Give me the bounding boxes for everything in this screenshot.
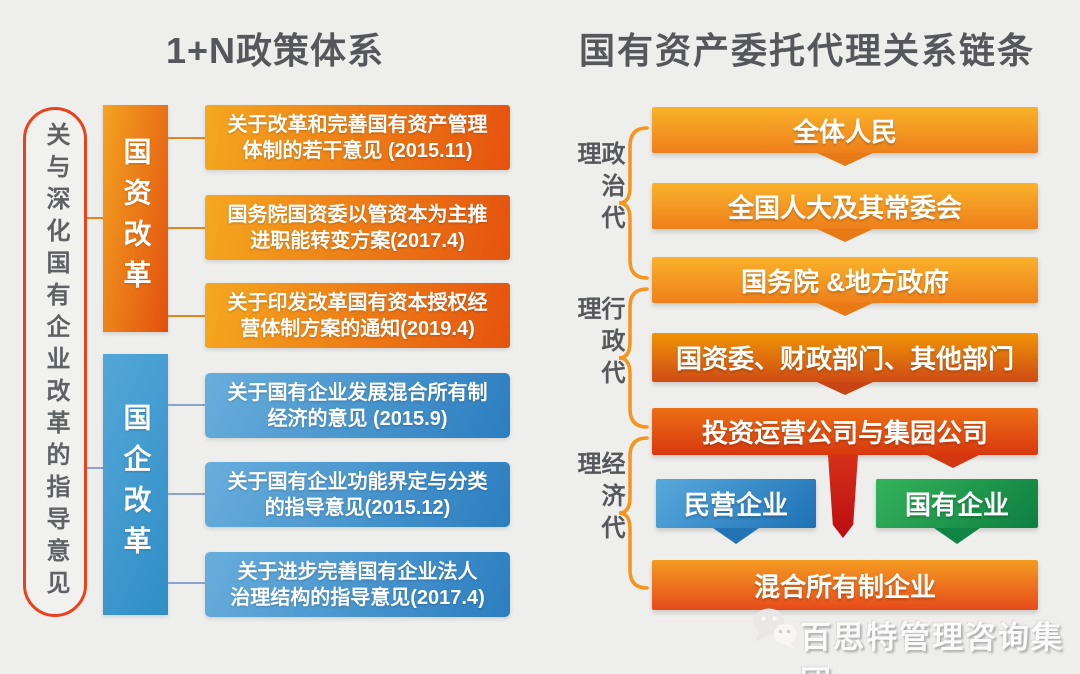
branch-line-blue-3 [168,582,205,584]
chain-box-all-people: 全体人民 [652,107,1038,153]
chain-box-state-council: 国务院 &地方政府 [652,257,1038,303]
label-economic-agency-text: 经济代理 [573,451,624,547]
policy-box-4-line1: 关于国有企业发展混合所有制 [227,381,488,404]
box-private-enterprise: 民营企业 [656,479,816,528]
policy-box-2: 国务院国资委以管资本为主推 进职能转变方案(2017.4) [205,195,510,260]
label-administrative-agency: 行政代理 [573,296,624,420]
policy-box-1-line1: 关于改革和完善国有资产管理 [227,113,488,136]
down-arrow-1 [817,153,873,166]
down-arrow-state [934,528,980,544]
policy-box-1: 关于改革和完善国有资产管理 体制的若干意见 (2015.11) [205,105,510,170]
branch-line-blue-2 [168,493,205,495]
policy-box-5: 关于国有企业功能界定与分类 的指导意见(2015.12) [205,462,510,527]
policy-box-6-line1: 关于进步完善国有企业法人 [237,560,478,583]
chain-box-all-people-text: 全体人民 [792,116,897,147]
policy-box-5-line2: 的指导意见(2015.12) [264,496,451,519]
branch-line-orange-1 [168,137,205,139]
policy-box-5-line1: 关于国有企业功能界定与分类 [227,470,488,493]
chain-box-investment-company-text: 投资运营公司与集园公司 [701,418,988,448]
down-arrow-4 [817,382,873,395]
group-soe-reform-label: 国企改革 [120,402,152,567]
chain-box-investment-company: 投资运营公司与集园公司 [652,408,1038,455]
left-title: 1+N政策体系 [165,30,385,71]
wechat-icon [753,608,797,649]
guiding-opinion-text: 关与深化国有企业改革的指导意见 [42,122,69,602]
chain-box-mixed-ownership-text: 混合所有制企业 [753,571,936,602]
policy-box-4-line2: 经济的意见 (2015.9) [267,407,448,430]
down-arrow-3 [817,303,873,316]
delegation-chain: 全体人民 全国人大及其常委会 国务院 &地方政府 国资委、财政部门、其他部门 投… [652,0,1038,674]
connector-pill-soe-asset [87,217,103,219]
down-arrow-private [713,528,759,544]
chain-box-sasac: 国资委、财政部门、其他部门 [652,333,1038,382]
down-arrow-2 [817,229,873,242]
down-arrow-5 [927,455,979,468]
label-political-agency: 政治代理 [573,141,624,265]
chain-box-npc: 全国人大及其常委会 [652,183,1038,229]
label-economic-agency: 经济代理 [573,451,624,575]
policy-box-2-line1: 国务院国资委以管资本为主推 [227,203,488,226]
policy-box-2-line2: 进职能转变方案(2017.4) [250,229,465,252]
policy-box-3-line2: 营体制方案的通知(2019.4) [240,317,475,340]
policy-box-6-line2: 治理结构的指导意见(2017.4) [230,586,485,609]
box-state-enterprise-text: 国有企业 [904,490,1009,520]
group-state-asset-reform: 国资改革 [103,105,168,332]
policy-box-6: 关于进步完善国有企业法人 治理结构的指导意见(2017.4) [205,552,510,617]
policy-box-3-line1: 关于印发改革国有资本授权经 [227,291,488,314]
label-administrative-agency-text: 行政代理 [573,296,624,392]
branch-line-orange-3 [168,315,205,317]
branch-line-orange-2 [168,227,205,229]
guiding-opinion-pill: 关与深化国有企业改革的指导意见 [23,107,87,617]
policy-box-1-line2: 体制的若干意见 (2015.11) [242,139,473,162]
connector-pill-soe-enterprise [87,467,103,469]
policy-box-3: 关于印发改革国有资本授权经 营体制方案的通知(2019.4) [205,283,510,348]
policy-box-4: 关于国有企业发展混合所有制 经济的意见 (2015.9) [205,373,510,438]
brace-administrative-agency [618,287,649,429]
box-private-enterprise-text: 民营企业 [683,490,788,520]
brace-political-agency [618,126,649,280]
box-state-enterprise: 国有企业 [876,479,1038,528]
chain-box-sasac-text: 国资委、财政部门、其他部门 [675,344,1014,374]
brace-economic-agency [618,436,649,590]
group-soe-reform: 国企改革 [103,354,168,615]
right-title: 国有资产委托代理关系链条 [578,30,1035,71]
group-state-asset-reform-label: 国资改革 [120,136,152,301]
chain-box-state-council-text: 国务院 &地方政府 [740,266,949,297]
watermark-text: 百思特管理咨询集团 [800,620,1064,674]
red-flow-arrow [828,455,858,538]
chain-box-mixed-ownership: 混合所有制企业 [652,560,1038,610]
label-political-agency-text: 政治代理 [573,141,624,237]
branch-line-blue-1 [168,404,205,406]
chain-box-npc-text: 全国人大及其常委会 [727,192,962,223]
